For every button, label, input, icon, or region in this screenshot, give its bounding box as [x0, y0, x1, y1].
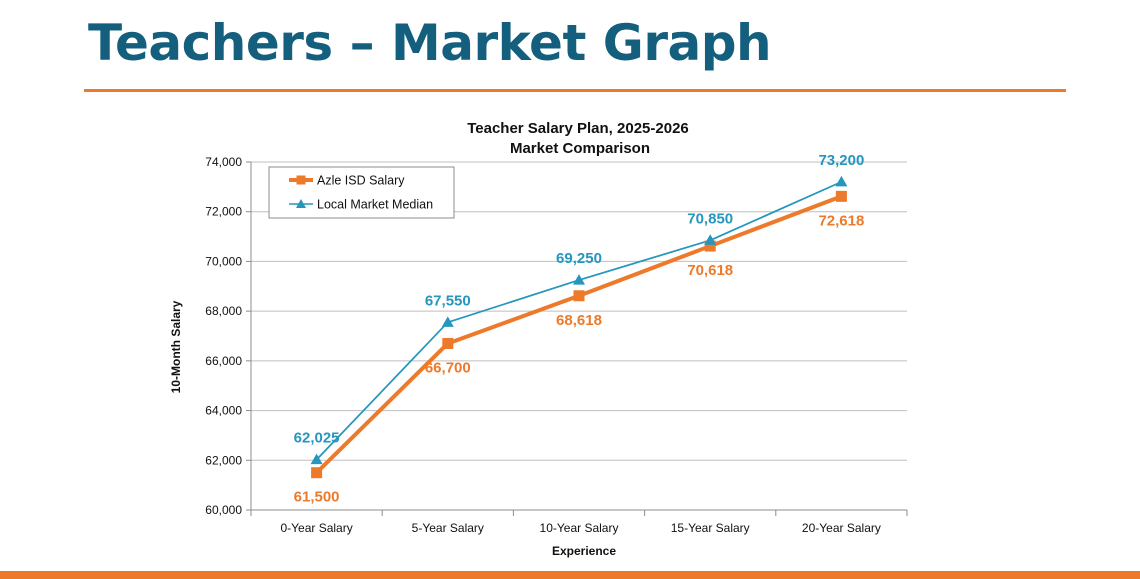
y-tick-label: 70,000: [205, 254, 242, 268]
x-tick-label: 15-Year Salary: [671, 521, 750, 535]
x-tick-label: 5-Year Salary: [412, 521, 484, 535]
y-tick-labels: 60,000 62,000 64,000 66,000 68,000 70,000 72,0…: [205, 155, 242, 517]
y-tick-label: 68,000: [205, 304, 242, 318]
legend-marker-azle-isd-salary: [296, 175, 306, 185]
y-tick-label: 66,000: [205, 354, 242, 368]
azle-point: [311, 467, 323, 479]
x-tick-label: 10-Year Salary: [540, 521, 619, 535]
market-point: [310, 453, 323, 465]
legend: Azle ISD Salary Local Market Median: [268, 166, 455, 219]
azle-point: [442, 337, 454, 349]
chart-subtitle: Market Comparison: [510, 140, 650, 157]
y-tick-label: 74,000: [205, 155, 242, 169]
legend-label-azle-isd-salary: Azle ISD Salary: [317, 174, 405, 188]
azle-data-label: 70,618: [687, 262, 733, 279]
legend-marker-local-market-median: [296, 199, 306, 208]
market-data-label: 73,200: [818, 152, 864, 169]
chart-title: Teacher Salary Plan, 2025-2026: [467, 120, 689, 137]
market-point: [441, 316, 454, 327]
azle-data-label: 68,618: [556, 312, 602, 329]
market-data-label: 70,850: [687, 210, 733, 227]
azle-point: [573, 290, 585, 302]
azle-data-label: 61,500: [294, 489, 340, 506]
y-tick-label: 72,000: [205, 205, 242, 219]
slide-title: Teachers – Market Graph: [88, 14, 772, 72]
azle-point: [704, 240, 716, 252]
axes: [246, 161, 908, 516]
market-data-label: 62,025: [294, 430, 340, 447]
y-tick-label: 62,000: [205, 453, 242, 467]
x-tick-label: 20-Year Salary: [802, 521, 881, 535]
y-tick-label: 60,000: [205, 503, 242, 517]
azle-point: [835, 190, 847, 202]
x-tick-labels: 0-Year Salary 5-Year Salary 10-Year Salary…: [280, 521, 880, 535]
market-data-label: 67,550: [425, 292, 471, 309]
market-point: [573, 274, 585, 285]
azle-data-label: 66,700: [425, 359, 471, 376]
data-labels: 61,500 66,700 68,618 70,618 72,618 62,025 67,5…: [294, 152, 865, 506]
series: [310, 175, 848, 479]
x-axis-title: Experience: [552, 544, 616, 558]
legend-label-local-market-median: Local Market Median: [317, 198, 433, 212]
series-line-azle-isd-salary: [315, 194, 843, 475]
market-point: [704, 234, 717, 245]
title-underline: [84, 89, 1066, 92]
x-tick-label: 0-Year Salary: [280, 521, 352, 535]
y-tick-label: 64,000: [205, 404, 242, 418]
market-point: [835, 175, 848, 187]
azle-data-label: 72,618: [818, 212, 864, 229]
market-data-label: 69,250: [556, 250, 602, 267]
y-axis-title: 10-Month Salary: [169, 300, 183, 393]
footer-bar: [0, 571, 1140, 579]
